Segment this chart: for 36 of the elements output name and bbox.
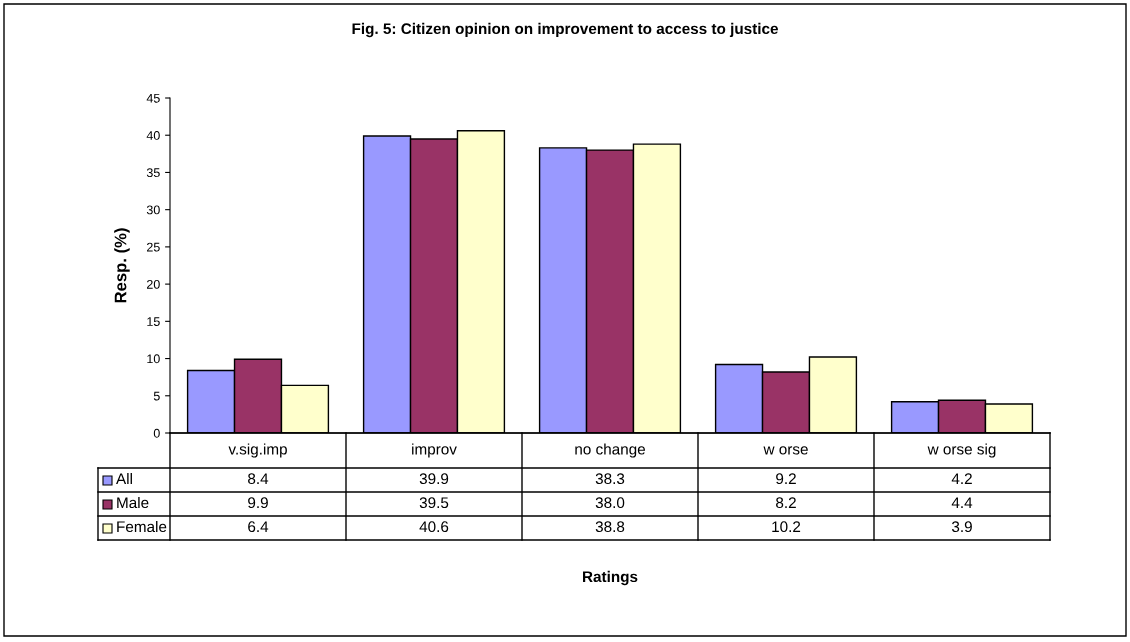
legend-label: Male [117,496,149,509]
y-tick-label: 20 [147,279,160,289]
data-label: 9.9 [248,497,268,509]
data-label: 39.9 [419,473,449,485]
data-label: 9.2 [776,473,796,485]
data-label: 40.6 [419,521,449,533]
y-tick-label: 45 [146,93,160,103]
data-label: 38.0 [595,497,625,509]
data-label: 10.2 [772,521,801,533]
y-axis-title: Resp. (%) [114,228,130,303]
legend-label: Female [117,520,167,533]
y-tick-label: 30 [146,205,160,215]
y-tick-label: 10 [147,354,160,364]
y-tick-label: 5 [153,391,160,401]
data-label: 38.8 [595,521,625,533]
y-tick-label: 35 [146,168,160,178]
y-tick-label: 25 [147,242,160,252]
data-label: 6.4 [248,521,269,533]
data-label: 8.4 [248,473,269,485]
data-label: 8.2 [776,497,796,509]
data-label: 38.3 [595,473,625,485]
x-tick-label: v.sig.imp [228,443,287,458]
data-label: 39.5 [419,497,449,509]
y-tick-label: 0 [153,428,160,438]
x-tick-label: improv [412,443,457,458]
data-label: 4.4 [951,497,973,508]
x-tick-label: no change [575,443,645,458]
y-tick-label: 40 [146,131,160,140]
legend-label: All [116,472,132,484]
data-label: 3.9 [951,521,972,533]
data-label: 4.2 [951,473,972,484]
x-tick-label: w orse sig [927,443,996,458]
chart-title: Fig. 5: Citizen opinion on improvement to access to justice [352,22,778,38]
y-tick-label: 15 [147,317,160,326]
x-tick-label: w orse [763,446,808,455]
text: Ratings [583,570,638,586]
